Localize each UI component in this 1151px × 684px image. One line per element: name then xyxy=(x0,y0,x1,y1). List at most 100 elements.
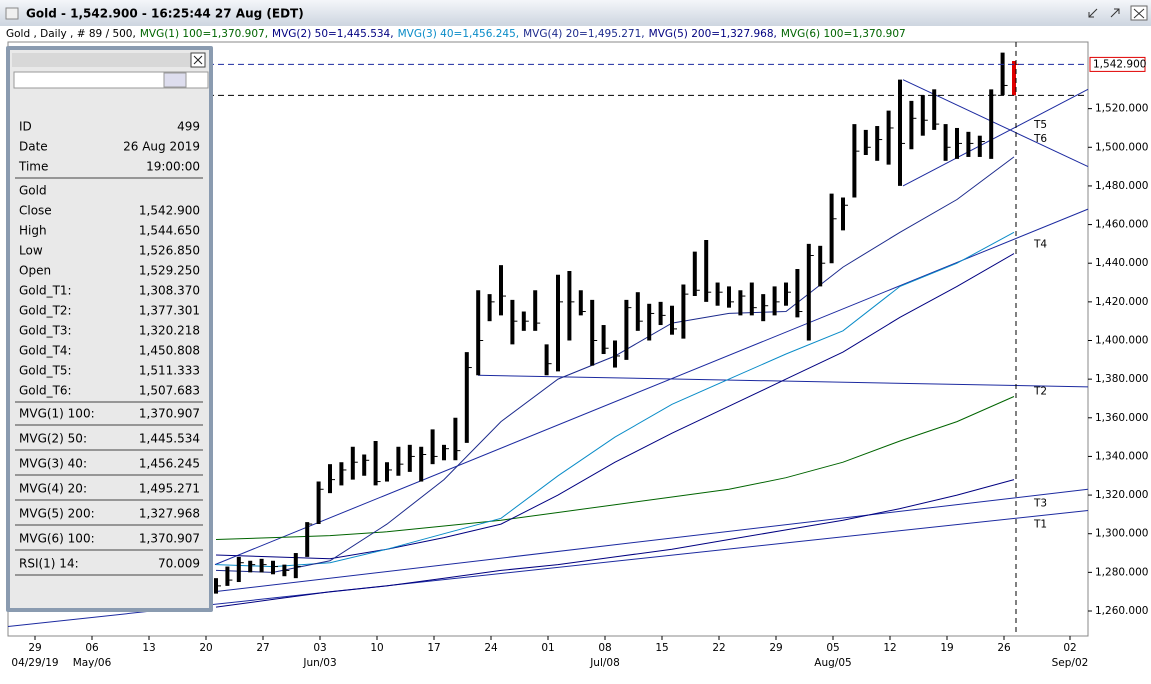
y-tick-label: 1,400.000 xyxy=(1095,335,1148,347)
panel-value: 1,327.968 xyxy=(139,507,200,521)
panel-label: Open xyxy=(19,264,51,278)
panel-value: 1,511.333 xyxy=(139,364,200,378)
y-tick-label: 1,480.000 xyxy=(1095,180,1148,192)
panel-value: 1,544.650 xyxy=(139,224,200,238)
panel-value: 1,370.907 xyxy=(139,407,200,421)
trendline xyxy=(214,488,1089,593)
x-tick-label: 27 xyxy=(256,642,269,654)
x-month-label: Jun/03 xyxy=(302,657,336,669)
moving-average xyxy=(215,253,1015,560)
last-price-label: 1,542.900 xyxy=(1093,58,1146,70)
y-tick-label: 1,320.000 xyxy=(1095,489,1148,501)
panel-label: Gold_T6: xyxy=(19,384,72,398)
x-tick-label: 03 xyxy=(313,642,326,654)
x-month-label: May/06 xyxy=(73,657,112,669)
data-panel-body xyxy=(10,50,209,608)
x-month-label: Jul/08 xyxy=(589,657,620,669)
panel-grip xyxy=(12,53,194,67)
info-segment: MVG(1) 100=1,370.907, xyxy=(140,28,268,40)
trendline-label: T3 xyxy=(1033,498,1047,510)
panel-value: 1,529.250 xyxy=(139,264,200,278)
trendline xyxy=(902,88,1089,187)
x-tick-label: 19 xyxy=(940,642,953,654)
panel-label: Time xyxy=(18,160,48,174)
panel-label: Close xyxy=(19,204,52,218)
panel-value: 499 xyxy=(177,120,200,134)
panel-value: 1,445.534 xyxy=(139,432,200,446)
y-tick-label: 1,500.000 xyxy=(1095,141,1148,153)
panel-value: 1,542.900 xyxy=(139,204,200,218)
panel-label: RSI(1) 14: xyxy=(19,557,79,571)
x-month-label: Sep/02 xyxy=(1052,657,1089,669)
x-tick-label: 12 xyxy=(883,642,896,654)
y-tick-label: 1,340.000 xyxy=(1095,450,1148,462)
panel-label: MVG(1) 100: xyxy=(19,407,95,421)
restore-button[interactable] xyxy=(1108,6,1124,20)
x-tick-label: 24 xyxy=(484,642,498,654)
window-title: Gold - 1,542.900 - 16:25:44 27 Aug (EDT) xyxy=(26,7,304,21)
last-price-box xyxy=(1089,56,1146,72)
trendline xyxy=(214,208,1089,566)
info-segment: Gold , Daily , # 89 / 500, xyxy=(6,28,136,40)
info-segment: MVG(2) 50=1,445.534, xyxy=(272,28,394,40)
trendline-label: T4 xyxy=(1033,238,1047,250)
y-tick-label: 1,520.000 xyxy=(1095,103,1148,115)
info-segment: MVG(5) 200=1,327.968, xyxy=(649,28,777,40)
panel-label: MVG(6) 100: xyxy=(19,532,95,546)
panel-scrollbar[interactable] xyxy=(13,71,209,89)
panel-label: Low xyxy=(19,244,43,258)
y-tick-label: 1,380.000 xyxy=(1095,373,1148,385)
info-segment: MVG(6) 100=1,370.907 xyxy=(781,28,906,40)
moving-average xyxy=(215,396,1015,540)
close-button[interactable] xyxy=(1130,5,1148,21)
panel-label: MVG(5) 200: xyxy=(19,507,95,521)
x-tick-label: 22 xyxy=(712,642,725,654)
window-icon xyxy=(5,7,19,20)
panel-label: Gold_T5: xyxy=(19,364,72,378)
panel-label: Gold_T2: xyxy=(19,304,72,318)
moving-average xyxy=(215,231,1015,568)
x-tick-label: 15 xyxy=(655,642,668,654)
x-tick-label: 08 xyxy=(598,642,611,654)
panel-value: 1,377.301 xyxy=(139,304,200,318)
panel-label: Gold_T1: xyxy=(19,284,72,298)
panel-value: 1,308.370 xyxy=(139,284,200,298)
scroll-thumb[interactable] xyxy=(163,72,187,88)
moving-average xyxy=(215,479,1015,608)
trendline-label: T6 xyxy=(1033,133,1047,145)
panel-close[interactable] xyxy=(190,52,206,68)
panel-value: 1,495.271 xyxy=(139,482,200,496)
panel-label: Date xyxy=(19,140,48,154)
panel-section: Gold xyxy=(19,184,47,198)
x-tick-label: 10 xyxy=(370,642,383,654)
panel-label: MVG(4) 20: xyxy=(19,482,87,496)
x-tick-label: 26 xyxy=(997,642,1011,654)
x-month-label: 04/29/19 xyxy=(11,657,58,669)
x-tick-label: 01 xyxy=(541,642,554,654)
x-tick-label: 29 xyxy=(28,642,41,654)
panel-value: 19:00:00 xyxy=(146,160,200,174)
y-tick-label: 1,440.000 xyxy=(1095,257,1148,269)
panel-label: Gold_T4: xyxy=(19,344,72,358)
x-tick-label: 17 xyxy=(427,642,440,654)
y-tick-label: 1,280.000 xyxy=(1095,566,1148,578)
minimize-button[interactable] xyxy=(1086,6,1102,20)
y-tick-label: 1,420.000 xyxy=(1095,296,1148,308)
panel-value: 70.009 xyxy=(158,557,200,571)
trendline-label: T1 xyxy=(1033,518,1047,530)
trendline-label: T5 xyxy=(1033,119,1047,131)
panel-label: MVG(3) 40: xyxy=(19,457,87,471)
trendline-label: T2 xyxy=(1033,386,1047,398)
info-segment: MVG(3) 40=1,456.245, xyxy=(398,28,520,40)
info-line: Gold , Daily , # 89 / 500, MVG(1) 100=1,3… xyxy=(6,28,906,40)
panel-value: 1,507.683 xyxy=(139,384,200,398)
panel-label: ID xyxy=(19,120,32,134)
panel-value: 1,526.850 xyxy=(139,244,200,258)
panel-value: 1,456.245 xyxy=(139,457,200,471)
y-tick-label: 1,260.000 xyxy=(1095,605,1148,617)
x-tick-label: 20 xyxy=(199,642,212,654)
panel-value: 1,320.218 xyxy=(139,324,200,338)
x-tick-label: 29 xyxy=(769,642,782,654)
panel-label: High xyxy=(19,224,47,238)
